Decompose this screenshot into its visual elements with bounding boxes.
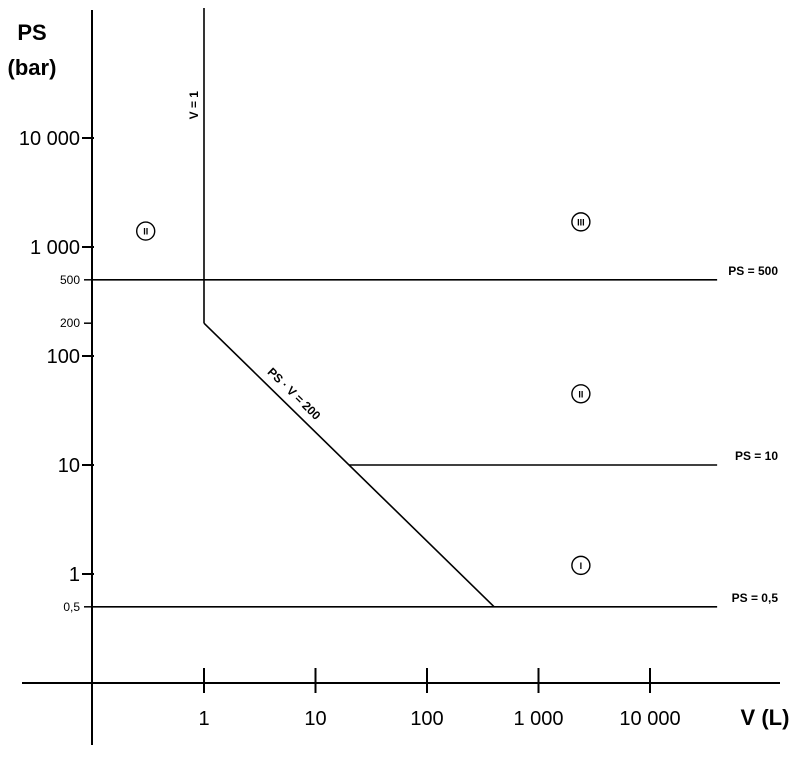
y-tick-label: 1 <box>69 564 80 586</box>
y-minor-tick-label: 500 <box>60 273 80 287</box>
y-tick-label: 10 <box>58 455 80 477</box>
y-minor-tick-label: 0,5 <box>63 600 80 614</box>
labels: PS (bar) V (L) 10 000 1 000 100 10 1 500 200 0,5 1 1… <box>8 20 790 730</box>
boundary-line-label: V = 1 <box>187 91 201 120</box>
region-marker: II <box>571 384 591 404</box>
boundary-line <box>203 322 495 608</box>
boundary-lines <box>92 8 718 608</box>
region-marker-circle <box>135 221 156 241</box>
region-marker-label: III <box>577 217 585 227</box>
y-axis-title-line1: PS <box>17 20 46 45</box>
boundary-line-label: PS = 500 <box>728 264 778 278</box>
region-marker-circle <box>571 555 591 576</box>
region-marker-label: I <box>580 561 583 571</box>
y-tick-label: 1 000 <box>30 237 80 259</box>
region-marker: I <box>571 555 591 576</box>
x-tick-label: 1 000 <box>513 708 563 730</box>
y-tick-label: 10 000 <box>19 128 80 150</box>
y-axis-title-line2: (bar) <box>8 55 57 80</box>
x-axis-title: V (L) <box>741 705 790 730</box>
region-marker-circle <box>571 212 591 232</box>
y-minor-tick-label: 200 <box>60 316 80 330</box>
region-marker: III <box>571 212 591 232</box>
region-marker-label: II <box>578 389 583 399</box>
x-tick-label: 1 <box>198 708 209 730</box>
region-marker-label: II <box>143 227 148 237</box>
axes <box>22 10 780 745</box>
x-tick-label: 100 <box>410 708 443 730</box>
x-tick-label: 10 000 <box>619 708 680 730</box>
boundary-line-label: PS = 10 <box>735 449 778 463</box>
x-tick-label: 10 <box>304 708 326 730</box>
region-marker-circle <box>571 384 591 404</box>
y-tick-label: 100 <box>47 346 80 368</box>
boundary-line-label: PS · V = 200 <box>265 365 324 423</box>
region-marker: II <box>135 221 156 241</box>
boundary-line-label: PS = 0,5 <box>732 591 779 605</box>
